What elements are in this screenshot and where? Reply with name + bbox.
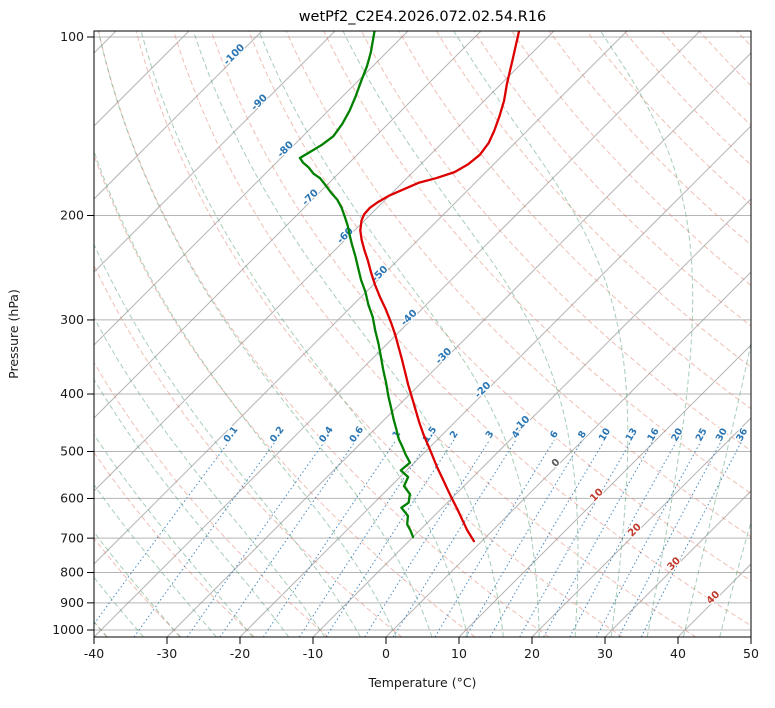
y-tick-label: 100: [60, 29, 84, 44]
mixing-ratio-line: [519, 439, 633, 637]
dry-adiabat-line: [323, 31, 751, 495]
x-tick-label: 40: [670, 646, 686, 661]
y-tick-label: 800: [60, 565, 84, 580]
dry-adiabat-line: [586, 31, 751, 206]
moist-adiabat-line: [258, 31, 540, 637]
isotherm-line: [458, 344, 751, 637]
y-axis-ticks: 100 200 300 400 500 600 700 800 900 1000: [52, 29, 94, 637]
x-tick-label: 50: [743, 646, 759, 661]
mixing-ratio-line: [569, 439, 678, 637]
x-tick-label: 30: [597, 646, 613, 661]
dry-adiabat-line: [436, 31, 751, 368]
isotherm-line: [94, 31, 263, 200]
dry-adiabat-line: [473, 31, 751, 327]
plot-border: [93, 30, 752, 638]
dry-adiabat-line: [548, 31, 751, 246]
y-tick-label: 900: [60, 595, 84, 610]
x-axis-ticks: -40 -30 -20 -10 0 10 20 30 40 50: [84, 637, 759, 661]
moist-adiabat-line: [94, 149, 397, 637]
y-tick-label: 300: [60, 312, 84, 327]
dry-adiabat-line: [285, 31, 751, 538]
dry-adiabat-line: [94, 361, 329, 637]
x-tick-label: -10: [303, 646, 323, 661]
mixing-ratio-line: [596, 439, 703, 637]
dry-adiabat-line: [398, 31, 751, 410]
x-tick-label: 10: [451, 646, 467, 661]
temperature-profile-path: [359, 31, 521, 543]
y-tick-label: 200: [60, 208, 84, 223]
dewpoint-profile: [298, 31, 415, 539]
dewpoint-profile-path: [298, 31, 415, 539]
moist-adiabat-line: [719, 520, 751, 637]
mixing-ratio-line: [618, 439, 723, 637]
y-tick-label: 500: [60, 444, 84, 459]
isotherm-line: [94, 31, 628, 565]
isotherm-line: [312, 198, 751, 637]
mixing-ratio-line: [392, 439, 517, 637]
mixing-ratio-line: [434, 439, 555, 637]
x-tick-label: 20: [524, 646, 540, 661]
y-tick-label: 600: [60, 491, 84, 506]
moist-adiabat-lines: [94, 31, 751, 637]
moist-adiabat-line: [94, 316, 326, 637]
moist-adiabat-line: [599, 31, 694, 637]
x-tick-label: 0: [382, 646, 390, 661]
pressure-gridlines: [94, 36, 751, 631]
dry-adiabat-line: [360, 31, 751, 452]
mixing-ratio-line: [364, 439, 491, 637]
y-tick-label: 700: [60, 530, 84, 545]
x-tick-label: -30: [157, 646, 177, 661]
isotherm-line: [94, 31, 701, 637]
x-axis-label: Temperature (°C): [368, 675, 477, 690]
moist-adiabat-line: [192, 31, 504, 637]
mixing-ratio-line: [262, 439, 397, 637]
dry-adiabat-line: [94, 451, 255, 637]
isotherm-line: [239, 125, 751, 637]
y-tick-label: 1000: [52, 622, 84, 637]
moist-adiabat-line: [342, 31, 579, 637]
y-axis-label: Pressure (hPa): [6, 289, 21, 379]
y-tick-label: 400: [60, 386, 84, 401]
dry-adiabat-line: [248, 31, 751, 582]
dry-adiabat-line: [210, 31, 751, 627]
moist-adiabat-line: [94, 243, 361, 637]
mixing-ratio-lines: [94, 439, 743, 637]
mixing-ratio-line: [489, 439, 606, 637]
moist-adiabat-line: [453, 31, 629, 637]
mixing-ratio-line: [465, 439, 583, 637]
mixing-ratio-line: [186, 439, 327, 637]
dry-adiabat-lines: [94, 31, 751, 637]
isotherm-line: [166, 52, 751, 637]
dry-adiabat-line: [173, 31, 697, 637]
dry-adiabat-line: [94, 153, 476, 637]
x-tick-label: -20: [230, 646, 250, 661]
dry-adiabat-line: [135, 31, 623, 637]
mixing-ratio-line: [219, 439, 357, 637]
temperature-profile: [359, 31, 521, 543]
isotherm-line: [94, 31, 555, 492]
chart-title: wetPf2_C2E4.2026.072.02.54.R16: [299, 9, 547, 25]
isotherm-line: [531, 417, 751, 637]
moist-adiabat-line: [140, 31, 469, 637]
moist-adiabat-line: [97, 31, 433, 637]
mixing-ratio-line: [543, 439, 654, 637]
moist-adiabat-line: [682, 340, 751, 637]
isotherm-line: [604, 490, 751, 637]
dry-adiabat-line: [94, 264, 402, 637]
x-tick-label: -40: [84, 646, 104, 661]
